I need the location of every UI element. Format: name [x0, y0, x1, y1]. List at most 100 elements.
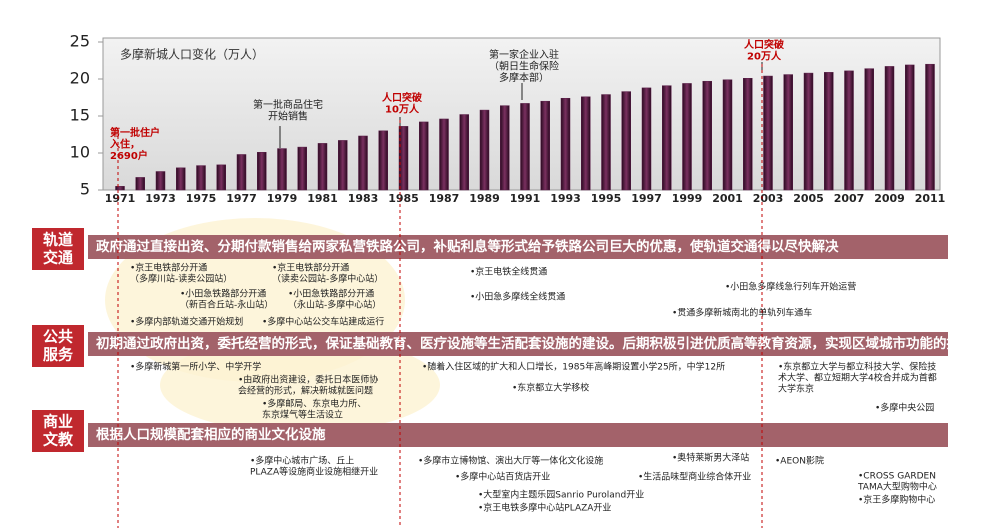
bar — [236, 154, 247, 191]
event-text: 东京煤气等生活设立 — [262, 409, 343, 421]
event-text: （新百合丘站-永山站） — [180, 299, 273, 311]
bar — [115, 186, 125, 191]
bar — [358, 135, 368, 191]
x-tick-label: 2003 — [753, 192, 784, 205]
annotation: 10万人 — [385, 103, 420, 116]
y-tick-label: 25 — [70, 32, 90, 51]
section-label: 服务 — [43, 346, 74, 364]
bar — [500, 105, 510, 191]
event-text: 大学东京 — [778, 383, 814, 395]
event-text: •生活品味型商业综合体开业 — [638, 471, 751, 483]
banner — [88, 235, 948, 259]
x-tick-label: 1985 — [388, 192, 419, 205]
annotation: 多摩本部） — [499, 71, 549, 84]
bar — [297, 146, 307, 191]
event-text: •小田急铁路部分开通 — [180, 288, 266, 300]
event-text: •小田急铁路部分开通 — [288, 288, 374, 300]
bar — [398, 126, 409, 191]
x-tick-label: 1995 — [591, 192, 622, 205]
bar — [338, 140, 348, 191]
event-text: •奥特莱斯男大泽站 — [672, 452, 749, 464]
section-label: 交通 — [43, 249, 73, 267]
bar — [581, 96, 591, 191]
event-text: •贯通多摩新城南北的单轨列车通车 — [672, 307, 812, 319]
x-tick-label: 2007 — [834, 192, 865, 205]
x-tick-label: 1999 — [672, 192, 703, 205]
bar — [419, 121, 429, 191]
event-text: •京王电铁部分开通 — [272, 262, 349, 274]
bar — [682, 83, 692, 191]
event-text: •京王电铁全线贯通 — [470, 266, 547, 278]
banner-text: 根据人口规模配套相应的商业文化设施 — [96, 426, 326, 443]
section-label: 文教 — [43, 431, 74, 449]
bar — [317, 143, 328, 191]
highlight — [160, 337, 440, 433]
chart-title: 多摩新城人口变化（万人） — [120, 47, 264, 62]
x-tick-label: 2011 — [915, 192, 946, 205]
bar — [844, 70, 854, 191]
x-tick-label: 1977 — [226, 192, 257, 205]
annotation: 第一批住户 — [110, 126, 160, 139]
bar — [439, 118, 449, 191]
event-text: 术大学、都立短期大学4校合并成为首都 — [778, 372, 937, 384]
x-tick-label: 1975 — [186, 192, 217, 205]
annotation: 第一批商品住宅 — [253, 98, 323, 111]
y-tick-label: 10 — [70, 143, 90, 162]
section-label-box — [32, 410, 84, 452]
x-tick-label: 1981 — [307, 192, 338, 205]
section-label: 商业 — [43, 413, 73, 431]
bar — [479, 109, 490, 191]
bar — [722, 79, 733, 191]
event-text: PLAZA等设施商业设施相继开业 — [250, 466, 378, 478]
x-tick-label: 1973 — [145, 192, 176, 205]
event-text: TAMA大型购物中心 — [857, 481, 937, 493]
event-text: •多摩中央公园 — [875, 402, 934, 414]
event-text: •小田急多摩线急行列车开始运营 — [725, 281, 856, 293]
annotation: （朝日生命保险 — [489, 60, 559, 73]
event-text: •CROSS GARDEN — [858, 472, 936, 482]
bar — [824, 72, 834, 191]
event-text: （永山站-多摩中心站） — [288, 299, 381, 311]
x-tick-label: 2005 — [793, 192, 824, 205]
event-text: •AEON影院 — [775, 455, 824, 467]
bar — [864, 68, 874, 191]
banner-text: 初期通过政府出资，委托经营的形式，保证基础教育、医疗设施等生活配套设施的建设。后… — [96, 335, 974, 352]
bar — [905, 64, 915, 191]
annotation: 开始销售 — [268, 110, 308, 123]
banner-text: 政府通过直接出资、分期付款销售给两家私营铁路公司，补贴利息等形式给予铁路公司巨大… — [96, 238, 839, 255]
bar — [763, 75, 773, 191]
event-text: •多摩中心城市广场、丘上 — [250, 455, 354, 467]
event-text: •东京都立大学移校 — [512, 382, 589, 394]
y-tick-label: 15 — [70, 106, 90, 125]
bar — [662, 85, 672, 191]
annotation: 第一家企业入驻 — [489, 48, 559, 61]
y-tick-label: 20 — [70, 69, 90, 88]
bar — [783, 74, 793, 191]
x-tick-label: 1979 — [267, 192, 298, 205]
bar — [378, 130, 388, 191]
event-text: 会经营的形式，解决新城就医问题 — [238, 385, 373, 397]
event-text: •多摩中心站公交车站建成运行 — [262, 316, 384, 328]
bar — [641, 87, 652, 191]
x-tick-label: 1983 — [348, 192, 379, 205]
event-text: •东京都立大学与都立科技大学、保险技 — [778, 361, 936, 373]
bar — [196, 165, 206, 191]
bar — [702, 80, 712, 191]
bar — [257, 152, 267, 191]
bar — [803, 72, 814, 191]
event-text: •多摩新城第一所小学、中学开学 — [130, 361, 261, 373]
bar — [135, 177, 145, 191]
event-text: •京王电铁部分开通 — [130, 262, 207, 274]
x-tick-label: 2001 — [712, 192, 743, 205]
banner — [88, 423, 948, 447]
banner — [88, 332, 948, 356]
x-tick-label: 1991 — [510, 192, 541, 205]
bar — [520, 103, 530, 191]
event-text: •小田急多摩线全线贯通 — [470, 291, 565, 303]
event-text: •京王多摩购物中心 — [858, 494, 935, 506]
bar — [176, 167, 186, 191]
x-tick-label: 1997 — [631, 192, 662, 205]
x-tick-label: 2009 — [874, 192, 905, 205]
event-text: •多摩市立博物馆、演出大厅等一体化文化设施 — [418, 455, 603, 467]
x-tick-label: 1989 — [469, 192, 500, 205]
